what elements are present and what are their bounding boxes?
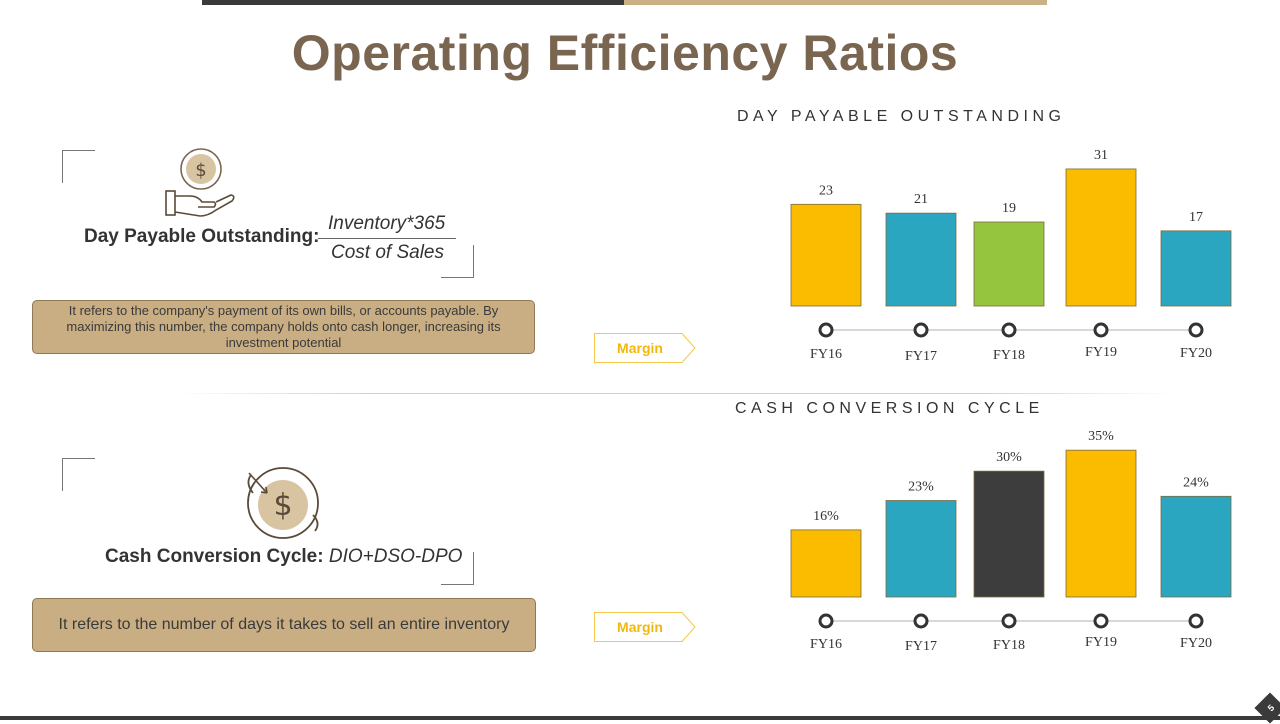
bar-fy16 — [790, 529, 862, 598]
chart-title-dpo: DAY PAYABLE OUTSTANDING — [737, 108, 1066, 125]
timeline-marker — [1093, 613, 1109, 629]
x-tick-label: FY16 — [810, 347, 842, 362]
page-title: Operating Efficiency Ratios — [291, 25, 959, 81]
bar-fy18 — [973, 470, 1045, 598]
chart-title-ccc: CASH CONVERSION CYCLE — [735, 400, 1044, 417]
dpo-numerator: Inventory*365 — [328, 213, 446, 234]
dpo-label: Day Payable Outstanding: — [84, 226, 320, 247]
data-label-fy17: 21 — [914, 192, 928, 207]
x-tick-label: FY17 — [905, 349, 937, 364]
timeline-marker — [913, 322, 929, 338]
timeline-marker — [1188, 613, 1204, 629]
data-label-fy19: 35% — [1088, 429, 1114, 444]
x-tick-label: FY16 — [810, 637, 842, 652]
corner-bracket-bottom-right — [441, 245, 474, 278]
ccc-label: Cash Conversion Cycle: — [105, 546, 324, 567]
bottom-bar — [0, 716, 1280, 720]
dpo-description: It refers to the company's payment of it… — [32, 300, 535, 354]
x-tick-label: FY19 — [1085, 635, 1117, 650]
x-tick-label: FY20 — [1180, 636, 1212, 651]
corner-bracket-top-left-2 — [62, 458, 95, 491]
data-label-fy16: 16% — [813, 509, 839, 524]
x-tick-label: FY19 — [1085, 345, 1117, 360]
x-tick-label: FY17 — [905, 639, 937, 654]
bar-fy19 — [1065, 449, 1137, 598]
top-accent-bar-tan — [624, 0, 1047, 5]
margin-tag-2: Margin — [594, 612, 696, 642]
dollar-cycle-icon: $ — [243, 465, 323, 545]
timeline-marker — [818, 322, 834, 338]
timeline-marker — [1001, 322, 1017, 338]
data-label-fy16: 23 — [819, 183, 833, 198]
timeline-marker — [913, 613, 929, 629]
timeline-marker — [1188, 322, 1204, 338]
data-label-fy20: 17 — [1189, 210, 1203, 225]
bar-fy19 — [1065, 168, 1137, 307]
corner-bracket-top-left — [62, 150, 95, 183]
margin-tag-1: Margin — [594, 333, 696, 363]
bar-fy16 — [790, 203, 862, 307]
chart-dpo: 23 FY16 21 FY17 19 FY18 31 FY19 17 FY20 — [790, 148, 1232, 364]
ccc-description: It refers to the number of days it takes… — [32, 598, 536, 652]
bar-fy20 — [1160, 230, 1232, 307]
timeline-marker — [1001, 613, 1017, 629]
svg-text:$: $ — [273, 488, 292, 523]
bar-fy17 — [885, 500, 957, 598]
svg-text:$: $ — [195, 160, 206, 181]
x-tick-label: FY20 — [1180, 346, 1212, 361]
top-accent-bar-dark — [202, 0, 624, 5]
data-label-fy18: 30% — [996, 450, 1022, 465]
data-label-fy18: 19 — [1002, 201, 1016, 216]
margin-label-1: Margin — [617, 340, 663, 356]
hand-dollar-icon: $ — [160, 146, 240, 222]
corner-bracket-bottom-right-2 — [441, 552, 474, 585]
dpo-denominator: Cost of Sales — [331, 242, 444, 263]
data-label-fy17: 23% — [908, 480, 934, 495]
bar-fy20 — [1160, 495, 1232, 598]
ccc-formula: Cash Conversion Cycle: DIO+DSO-DPO — [105, 546, 462, 568]
timeline-marker — [1093, 322, 1109, 338]
bar-fy17 — [885, 212, 957, 307]
bar-fy18 — [973, 221, 1045, 307]
chart-ccc: 16% FY16 23% FY17 30% FY18 35% FY19 24% FY20 — [790, 429, 1232, 654]
margin-label-2: Margin — [617, 619, 663, 635]
x-tick-label: FY18 — [993, 348, 1025, 363]
data-label-fy19: 31 — [1094, 148, 1108, 163]
section-divider — [175, 393, 1175, 394]
fraction-line — [318, 238, 456, 239]
x-tick-label: FY18 — [993, 638, 1025, 653]
ccc-formula-text: DIO+DSO-DPO — [328, 546, 463, 567]
data-label-fy20: 24% — [1183, 475, 1209, 490]
timeline-marker — [818, 613, 834, 629]
